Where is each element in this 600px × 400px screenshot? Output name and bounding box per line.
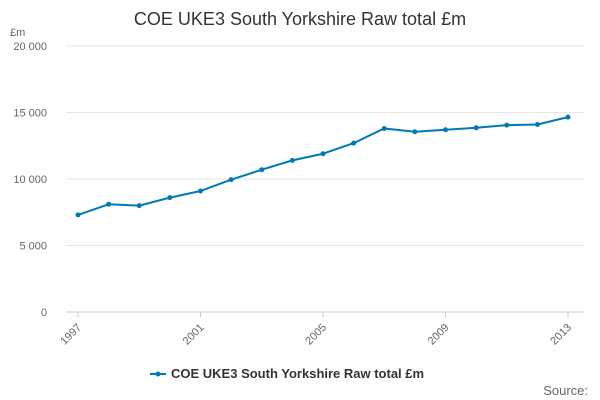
data-point[interactable] [351, 140, 357, 146]
data-point[interactable] [106, 201, 112, 207]
y-tick-label: 5 000 [19, 241, 47, 253]
x-axis-ticks: 1997 2001 2005 2009 2013 [58, 312, 574, 347]
data-point[interactable] [289, 157, 295, 163]
x-tick-label: 1997 [58, 322, 84, 348]
x-tick-label: 2005 [303, 322, 329, 348]
y-tick-label: 15 000 [13, 108, 47, 120]
data-point[interactable] [167, 195, 173, 201]
y-tick-label: 0 [41, 307, 47, 319]
data-point[interactable] [228, 177, 234, 183]
y-tick-label: 20 000 [13, 41, 47, 53]
legend-swatch-marker [155, 371, 161, 377]
data-point[interactable] [75, 212, 81, 218]
y-axis-unit-label: £m [10, 27, 25, 39]
data-point[interactable] [136, 203, 142, 209]
data-point[interactable] [473, 125, 479, 131]
legend[interactable]: COE UKE3 South Yorkshire Raw total £m [150, 366, 424, 381]
x-tick-label: 2013 [548, 322, 574, 348]
series-line [77, 116, 569, 216]
data-point[interactable] [412, 129, 418, 135]
data-point[interactable] [443, 127, 448, 133]
source-label: Source: [543, 383, 588, 398]
x-tick-label: 2009 [426, 322, 452, 348]
legend-label: COE UKE3 South Yorkshire Raw total £m [171, 366, 424, 381]
gridlines [66, 45, 584, 313]
data-point[interactable] [320, 151, 326, 157]
data-point[interactable] [504, 122, 510, 128]
chart-title: COE UKE3 South Yorkshire Raw total £m [134, 9, 466, 29]
data-point[interactable] [565, 114, 571, 120]
x-tick-label: 2001 [181, 322, 207, 348]
y-axis-ticks: 0 5 000 10 000 15 000 20 000 [13, 41, 47, 319]
data-point[interactable] [381, 125, 387, 131]
data-point[interactable] [198, 188, 203, 194]
y-tick-label: 10 000 [13, 174, 47, 186]
series-group [75, 114, 571, 218]
data-point[interactable] [259, 167, 265, 173]
data-point[interactable] [534, 121, 540, 127]
